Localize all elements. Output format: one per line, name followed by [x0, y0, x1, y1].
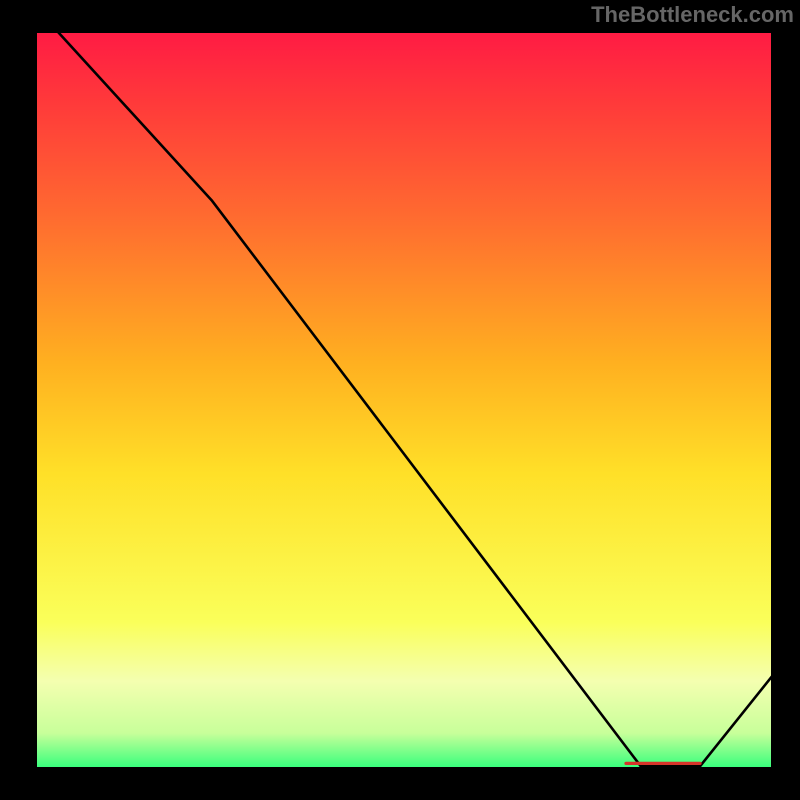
bottleneck-chart: [0, 0, 800, 800]
plot-background: [34, 30, 774, 770]
